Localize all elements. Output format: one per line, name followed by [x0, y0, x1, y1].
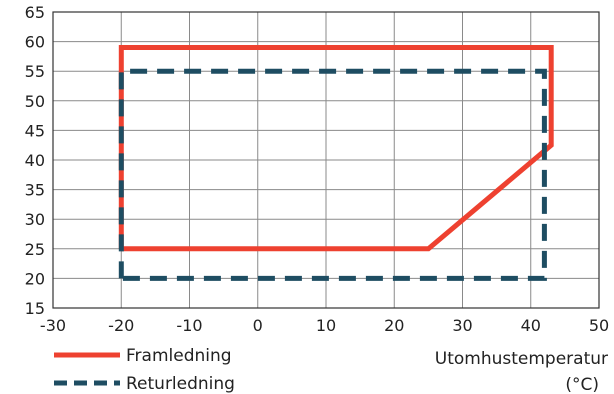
legend-label-framledning: Framledning: [126, 346, 232, 366]
x-tick-label: -20: [108, 316, 134, 335]
x-tick-label: -10: [176, 316, 202, 335]
y-tick-label: 40: [25, 151, 45, 170]
plot-frame: [52, 11, 600, 309]
x-tick-label: 20: [384, 316, 404, 335]
x-axis-label: Utomhustemperatur: [435, 349, 608, 369]
series-line-returledning: [118, 68, 547, 281]
y-tick-label: 50: [25, 92, 45, 111]
y-tick-label: 45: [25, 121, 45, 140]
y-tick-label: 60: [25, 33, 45, 52]
x-tick-label: 40: [521, 316, 541, 335]
y-tick-labels: 15 20 25 30 35 40 45 50 55 60 65: [25, 3, 45, 318]
x-tick-label: -30: [40, 316, 66, 335]
x-tick-label: 10: [316, 316, 336, 335]
legend-label-returledning: Returledning: [126, 374, 235, 394]
y-tick-label: 55: [25, 62, 45, 81]
legend: Framledning Returledning: [54, 346, 235, 394]
y-tick-label: 65: [25, 3, 45, 22]
x-tick-label: 50: [589, 316, 609, 335]
x-tick-label: 0: [253, 316, 263, 335]
x-tick-label: 30: [452, 316, 472, 335]
x-tick-labels: -30 -20 -10 0 10 20 30 40 50: [40, 316, 609, 335]
x-axis-unit: (°C): [565, 375, 599, 394]
y-tick-label: 20: [25, 269, 45, 288]
y-tick-label: 15: [25, 299, 45, 318]
series-line-framledning: [118, 45, 554, 252]
grid-lines: [53, 12, 599, 308]
y-tick-label: 30: [25, 210, 45, 229]
y-tick-label: 35: [25, 181, 45, 200]
series-lines: [118, 45, 554, 281]
y-tick-label: 25: [25, 240, 45, 259]
